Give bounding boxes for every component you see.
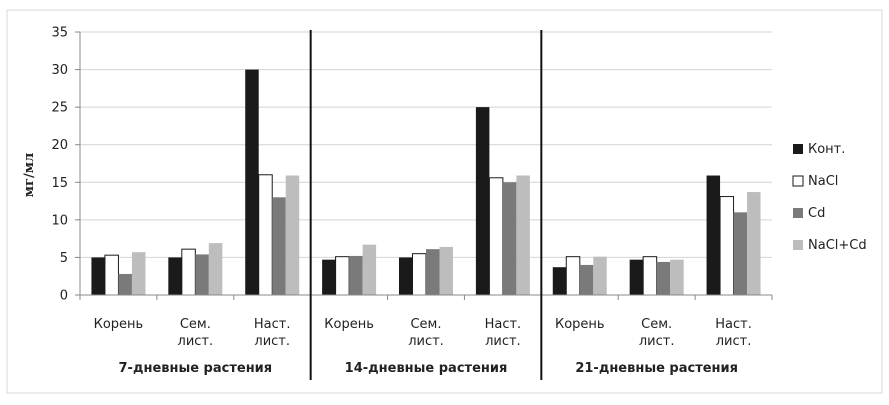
bar <box>579 264 594 295</box>
bar <box>118 273 132 295</box>
bar <box>629 259 644 295</box>
category-label: Сем. <box>410 317 441 332</box>
group-label: 7-дневные растения <box>119 361 273 376</box>
bar <box>322 259 336 295</box>
bar <box>208 243 223 295</box>
category-label: лист. <box>254 334 290 349</box>
category-label: лист. <box>716 334 752 349</box>
bar <box>245 69 259 295</box>
legend-swatch <box>793 208 803 218</box>
group-separators <box>309 30 543 380</box>
bar <box>516 175 530 295</box>
bar <box>168 257 182 295</box>
bar <box>439 246 453 295</box>
y-tick-label: 5 <box>60 251 68 266</box>
bar <box>670 259 684 295</box>
axes <box>75 31 773 300</box>
bar <box>349 255 363 295</box>
y-tick-label: 10 <box>51 213 68 228</box>
bar <box>719 196 735 296</box>
legend-swatch <box>792 175 804 187</box>
y-axis-label: мг/мл <box>22 153 37 197</box>
bar <box>502 182 517 295</box>
bar <box>733 212 748 295</box>
category-label: Наст. <box>485 317 522 332</box>
bar <box>195 254 209 295</box>
legend-item: NaCl+Cd <box>793 238 867 253</box>
bar <box>552 267 567 295</box>
bar <box>593 256 607 295</box>
category-label: Корень <box>94 317 144 332</box>
bar <box>335 256 350 296</box>
legend-label: NaCl+Cd <box>808 238 867 253</box>
legend-label: Cd <box>808 206 825 221</box>
group-labels: 7-дневные растения 14-дневные растения 21-… <box>119 361 738 376</box>
legend-swatch <box>793 240 803 250</box>
category-label: Корень <box>555 317 605 332</box>
bar <box>747 192 761 295</box>
legend-label: Конт. <box>808 142 845 157</box>
legend-item: Cd <box>793 206 825 221</box>
bar <box>399 257 413 295</box>
category-label: Наст. <box>254 317 291 332</box>
bar <box>258 174 273 296</box>
bar <box>488 177 504 296</box>
y-tick-label: 0 <box>60 289 68 304</box>
category-label: Сем. <box>641 317 672 332</box>
bars <box>91 69 761 296</box>
bar <box>412 253 427 296</box>
category-label: лист. <box>408 334 444 349</box>
category-labels: Корень Сем. лист. Наст. лист. Корень Сем. лист.… <box>94 317 752 349</box>
legend-swatch <box>793 144 803 154</box>
bar <box>426 249 440 295</box>
legend-item: NaCl <box>792 174 838 189</box>
category-label: лист. <box>178 334 214 349</box>
bar <box>91 257 105 295</box>
bar <box>475 107 490 295</box>
category-label: Сем. <box>180 317 211 332</box>
category-label: лист. <box>639 334 675 349</box>
legend-label: NaCl <box>808 174 838 189</box>
bar <box>656 261 671 295</box>
bar <box>181 248 196 296</box>
chart-frame <box>6 9 883 394</box>
bar <box>642 256 658 296</box>
bar <box>131 252 146 295</box>
bar <box>565 256 581 296</box>
legend: Конт. NaCl Cd NaCl+Cd <box>792 142 867 253</box>
group-label: 14-дневные растения <box>345 361 508 376</box>
bar <box>362 244 377 295</box>
bar <box>706 175 721 295</box>
bar <box>104 254 119 296</box>
y-tick-label: 35 <box>51 26 68 41</box>
y-tick-label: 25 <box>51 101 68 116</box>
bar <box>272 197 286 295</box>
category-label: Наст. <box>715 317 752 332</box>
y-tick-label: 30 <box>51 63 68 78</box>
category-label: Корень <box>324 317 374 332</box>
y-tick-label: 15 <box>51 176 68 191</box>
category-label: лист. <box>485 334 521 349</box>
group-label: 21-дневные растения <box>575 361 738 376</box>
y-tick-labels: 0 5 10 15 20 25 30 35 <box>51 26 68 304</box>
legend-item: Конт. <box>793 142 845 157</box>
y-tick-label: 20 <box>51 138 68 153</box>
bar <box>285 175 300 295</box>
